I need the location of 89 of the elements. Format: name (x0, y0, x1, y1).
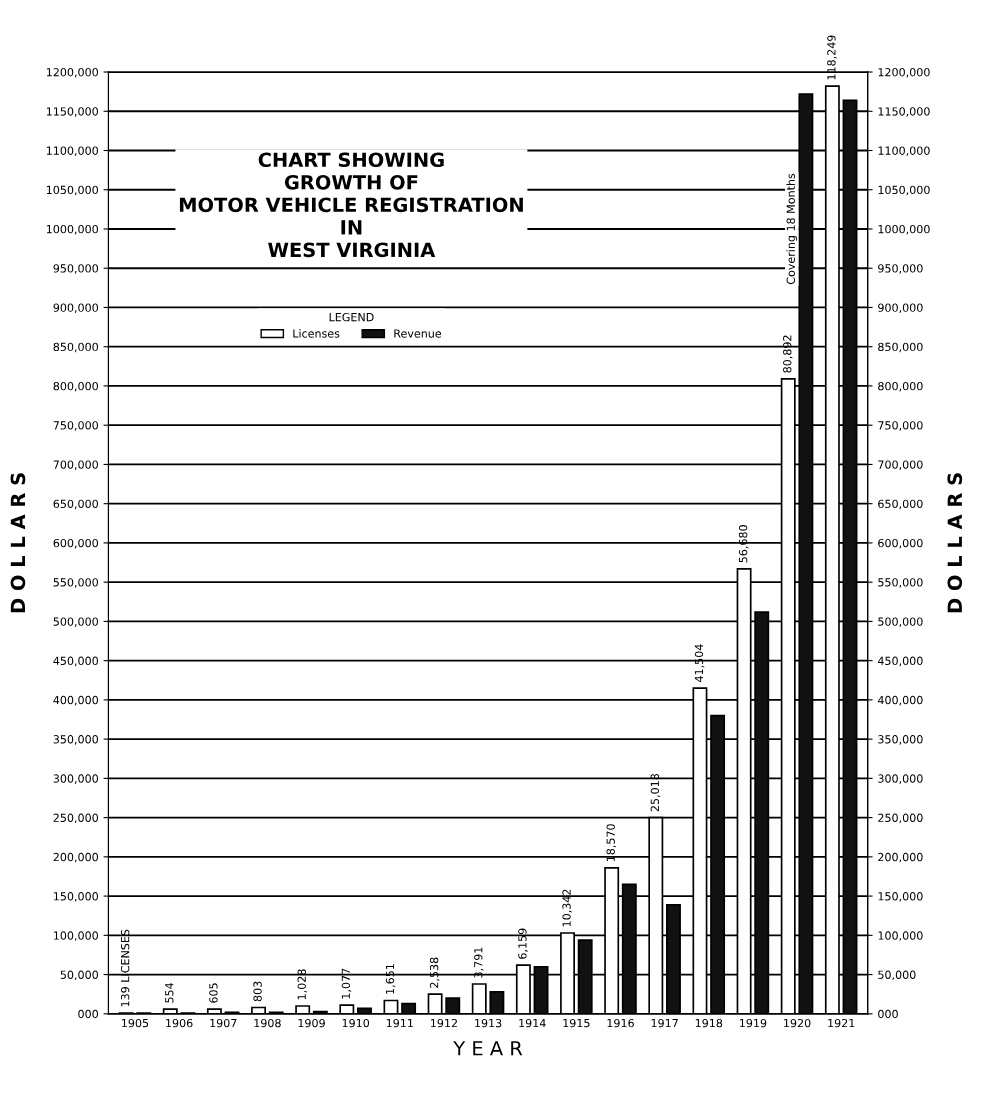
y-tick-label: 600,000 (53, 538, 98, 549)
y-tick-label: 650,000 (53, 499, 98, 510)
annotation: 41,504 (694, 644, 705, 683)
y2-tick-label: 300,000 (878, 774, 923, 784)
x-tick-label: 1908 (254, 1018, 281, 1028)
x-tick-label: 1913 (475, 1018, 502, 1028)
y2-tick-label: 850,000 (878, 342, 923, 353)
y2-tick-label: 200,000 (878, 852, 923, 863)
y2-axis-title: D O L L A R S (947, 473, 963, 613)
legend-title: LEGEND (329, 312, 374, 322)
y-tick-label: 1200,000 (46, 67, 98, 78)
y-tick-label: 1100,000 (46, 146, 98, 157)
annotation: 2,538 (429, 957, 440, 988)
y2-tick-label: 650,000 (878, 499, 923, 510)
y2-tick-label: 450,000 (877, 656, 923, 667)
y2-tick-label: 350,000 (878, 735, 923, 745)
annotation: 80,892 (783, 335, 793, 373)
annotation: 1,077 (341, 968, 352, 999)
annotation: 56,680 (738, 525, 749, 563)
x-tick-label: 1909 (298, 1018, 325, 1028)
x-tick-label: 1917 (651, 1018, 678, 1028)
y-tick-label: 1150,000 (46, 107, 98, 117)
y2-tick-label: 800,000 (878, 381, 923, 392)
y2-tick-label: 950,000 (878, 264, 923, 274)
x-axis-title: Y E A R (453, 1041, 523, 1056)
y-tick-label: 100,000 (54, 931, 98, 941)
x-tick-label: 1916 (607, 1018, 634, 1028)
y2-tick-label: 1050,000 (878, 185, 930, 196)
x-tick-label: 1911 (386, 1018, 413, 1028)
x-tick-label: 1910 (342, 1018, 370, 1028)
annotation: 118,249 (827, 35, 837, 80)
y2-tick-label: 100,000 (878, 931, 923, 941)
y2-tick-label: 1150,000 (878, 107, 930, 117)
y2-tick-label: 000 (878, 1009, 898, 1019)
y2-tick-label: 1100,000 (878, 146, 930, 157)
y2-tick-label: 900,000 (878, 303, 923, 313)
y2-tick-label: 250,000 (878, 813, 923, 824)
y-tick-label: 800,000 (53, 381, 98, 392)
annotation: Covering 18 Months (786, 173, 798, 285)
y-tick-label: 150,000 (54, 892, 98, 902)
y2-tick-label: 50,000 (878, 970, 916, 981)
y-tick-label: 200,000 (53, 852, 98, 863)
y-tick-label: 000 (78, 1009, 98, 1019)
y2-tick-label: 700,000 (878, 460, 923, 470)
annotation: 605 (209, 983, 218, 1003)
annotation: 1,651 (385, 964, 396, 994)
y-tick-label: 1000,000 (46, 224, 98, 235)
annotation: 803 (253, 981, 262, 1002)
x-tick-label: 1921 (828, 1018, 855, 1028)
y2-tick-label: 1200,000 (878, 67, 930, 78)
y2-tick-label: 1000,000 (878, 224, 930, 235)
y-tick-label: 750,000 (53, 421, 98, 431)
x-tick-label: 1915 (563, 1018, 590, 1028)
annotation: 6,159 (518, 928, 528, 959)
x-tick-label: 1914 (519, 1018, 546, 1028)
y-tick-label: 350,000 (53, 735, 98, 745)
legend-label: Licenses (293, 329, 340, 338)
y-tick-label: 700,000 (53, 460, 98, 470)
y-tick-label: 450,000 (53, 656, 98, 667)
annotation: 139 LICENSES (120, 929, 130, 1007)
annotation: 10,342 (562, 889, 572, 927)
y-tick-label: 400,000 (53, 695, 98, 706)
y2-tick-label: 600,000 (878, 538, 923, 549)
x-tick-label: 1905 (122, 1018, 149, 1028)
y2-tick-label: 550,000 (878, 578, 923, 588)
y-tick-label: 900,000 (53, 303, 98, 313)
y2-tick-label: 150,000 (878, 892, 923, 902)
y2-tick-label: 750,000 (878, 421, 923, 431)
x-tick-label: 1920 (784, 1018, 811, 1028)
y-tick-label: 1050,000 (46, 185, 98, 196)
y-tick-label: 250,000 (53, 813, 98, 824)
y-tick-label: 300,000 (53, 774, 98, 784)
x-tick-label: 1912 (431, 1018, 457, 1028)
x-tick-label: 1918 (695, 1018, 723, 1028)
legend-label: Revenue (394, 329, 442, 338)
y2-tick-label: 500,000 (878, 617, 923, 627)
x-tick-label: 1919 (740, 1018, 767, 1028)
text: CHART SHOWING GROWTH OF MOTOR VEHICLE REGISTRATION IN WEST VIRGINIA (179, 152, 523, 258)
y-tick-label: 850,000 (53, 342, 98, 353)
y-tick-label: 950,000 (53, 264, 98, 274)
y-axis-title: D O L L A R S (10, 473, 26, 613)
annotation: 554 (165, 982, 174, 1003)
x-tick-label: 1906 (166, 1018, 193, 1028)
y-tick-label: 500,000 (53, 617, 98, 627)
y-tick-label: 550,000 (53, 578, 98, 588)
y-tick-label: 50,000 (60, 970, 98, 981)
x-tick-label: 1907 (210, 1018, 237, 1028)
y2-tick-label: 400,000 (877, 695, 923, 706)
annotation: 18,570 (606, 824, 617, 862)
